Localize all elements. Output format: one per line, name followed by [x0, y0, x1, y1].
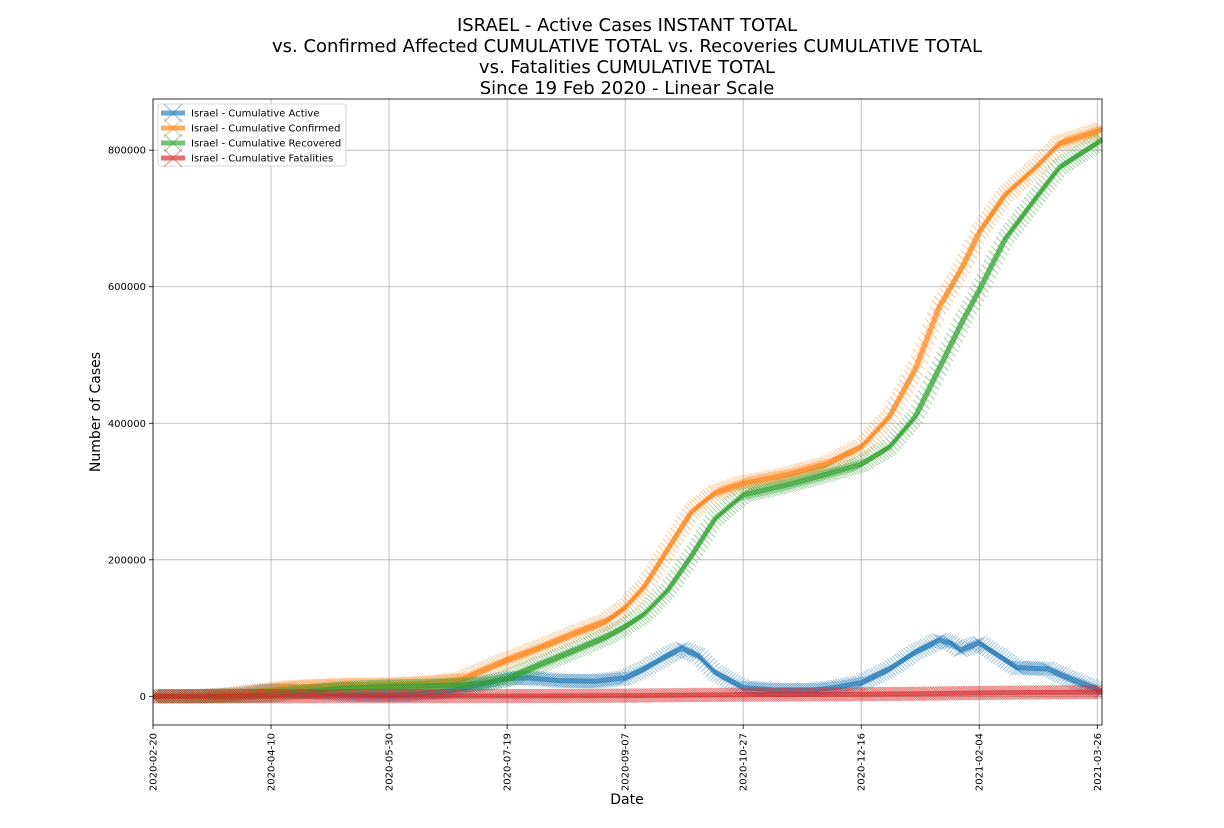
legend-item: Israel - Cumulative Recovered: [161, 133, 341, 153]
legend-box: [157, 103, 347, 167]
y-axis-ticks: 0 200000 400000 600000 800000: [108, 146, 153, 703]
plot-area: [153, 122, 1102, 704]
legend-marker: [163, 103, 183, 123]
legend-marker: [163, 118, 183, 138]
legend-label: Israel - Cumulative Recovered: [191, 139, 341, 150]
x-tick-label: 2020-09-07: [621, 733, 632, 791]
x-tick-label: 2020-07-19: [503, 733, 514, 791]
legend-label: Israel - Cumulative Fatalities: [191, 154, 333, 165]
grid: [152, 99, 1102, 725]
title-line-4: Since 19 Feb 2020 - Linear Scale: [480, 78, 775, 99]
legend-marker: [163, 148, 183, 168]
title-line-2: vs. Confirmed Affected CUMULATIVE TOTAL …: [272, 36, 982, 57]
series-2: [153, 122, 1102, 704]
series-line: [153, 137, 1102, 699]
chart-title: ISRAEL - Active Cases INSTANT TOTAL vs. …: [272, 15, 982, 99]
x-axis-label: Date: [610, 792, 643, 808]
series-layer: [153, 122, 1102, 704]
y-tick-label: 400000: [108, 419, 146, 430]
x-tick-label: 2021-02-04: [975, 733, 986, 791]
data-point-marker: [153, 688, 161, 704]
series-markers: [153, 132, 1102, 704]
x-tick-label: 2021-03-26: [1093, 733, 1104, 791]
x-axis-ticks: 2020-02-20 2020-04-10 2020-05-30 2020-07-19…: [149, 725, 1104, 791]
legend: Israel - Cumulative Active Israel - Cumul…: [157, 103, 347, 168]
legend-label: Israel - Cumulative Confirmed: [191, 124, 340, 135]
x-tick-label: 2020-02-20: [149, 733, 160, 791]
data-point-marker: [153, 688, 161, 704]
x-tick-label: 2020-10-27: [739, 733, 750, 791]
legend-item: Israel - Cumulative Fatalities: [161, 148, 333, 168]
x-tick-label: 2020-04-10: [267, 733, 278, 791]
y-tick-label: 200000: [108, 555, 146, 566]
legend-item: Israel - Cumulative Active: [161, 103, 319, 123]
x-tick-label: 2020-12-16: [857, 733, 868, 791]
plot-frame: [152, 98, 1103, 726]
x-tick-label: 2020-05-30: [385, 733, 396, 791]
data-point-marker: [153, 688, 161, 704]
y-tick-label: 800000: [108, 146, 146, 157]
legend-label: Israel - Cumulative Active: [191, 109, 319, 120]
series-line: [153, 127, 1102, 699]
y-tick-label: 600000: [108, 282, 146, 293]
y-tick-label: 0: [140, 692, 146, 703]
series-3: [153, 132, 1102, 704]
legend-marker: [163, 133, 183, 153]
title-line-3: vs. Fatalities CUMULATIVE TOTAL: [479, 57, 775, 78]
title-line-1: ISRAEL - Active Cases INSTANT TOTAL: [457, 15, 797, 36]
data-point-marker: [153, 688, 161, 704]
data-point-marker: [1094, 122, 1102, 138]
series-4: [153, 684, 1102, 704]
y-axis-label: Number of Cases: [88, 352, 104, 472]
series-line: [153, 689, 1102, 699]
data-point-marker: [1094, 683, 1102, 699]
data-point-marker: [1094, 684, 1102, 700]
series-markers: [153, 122, 1102, 704]
legend-item: Israel - Cumulative Confirmed: [161, 118, 340, 138]
